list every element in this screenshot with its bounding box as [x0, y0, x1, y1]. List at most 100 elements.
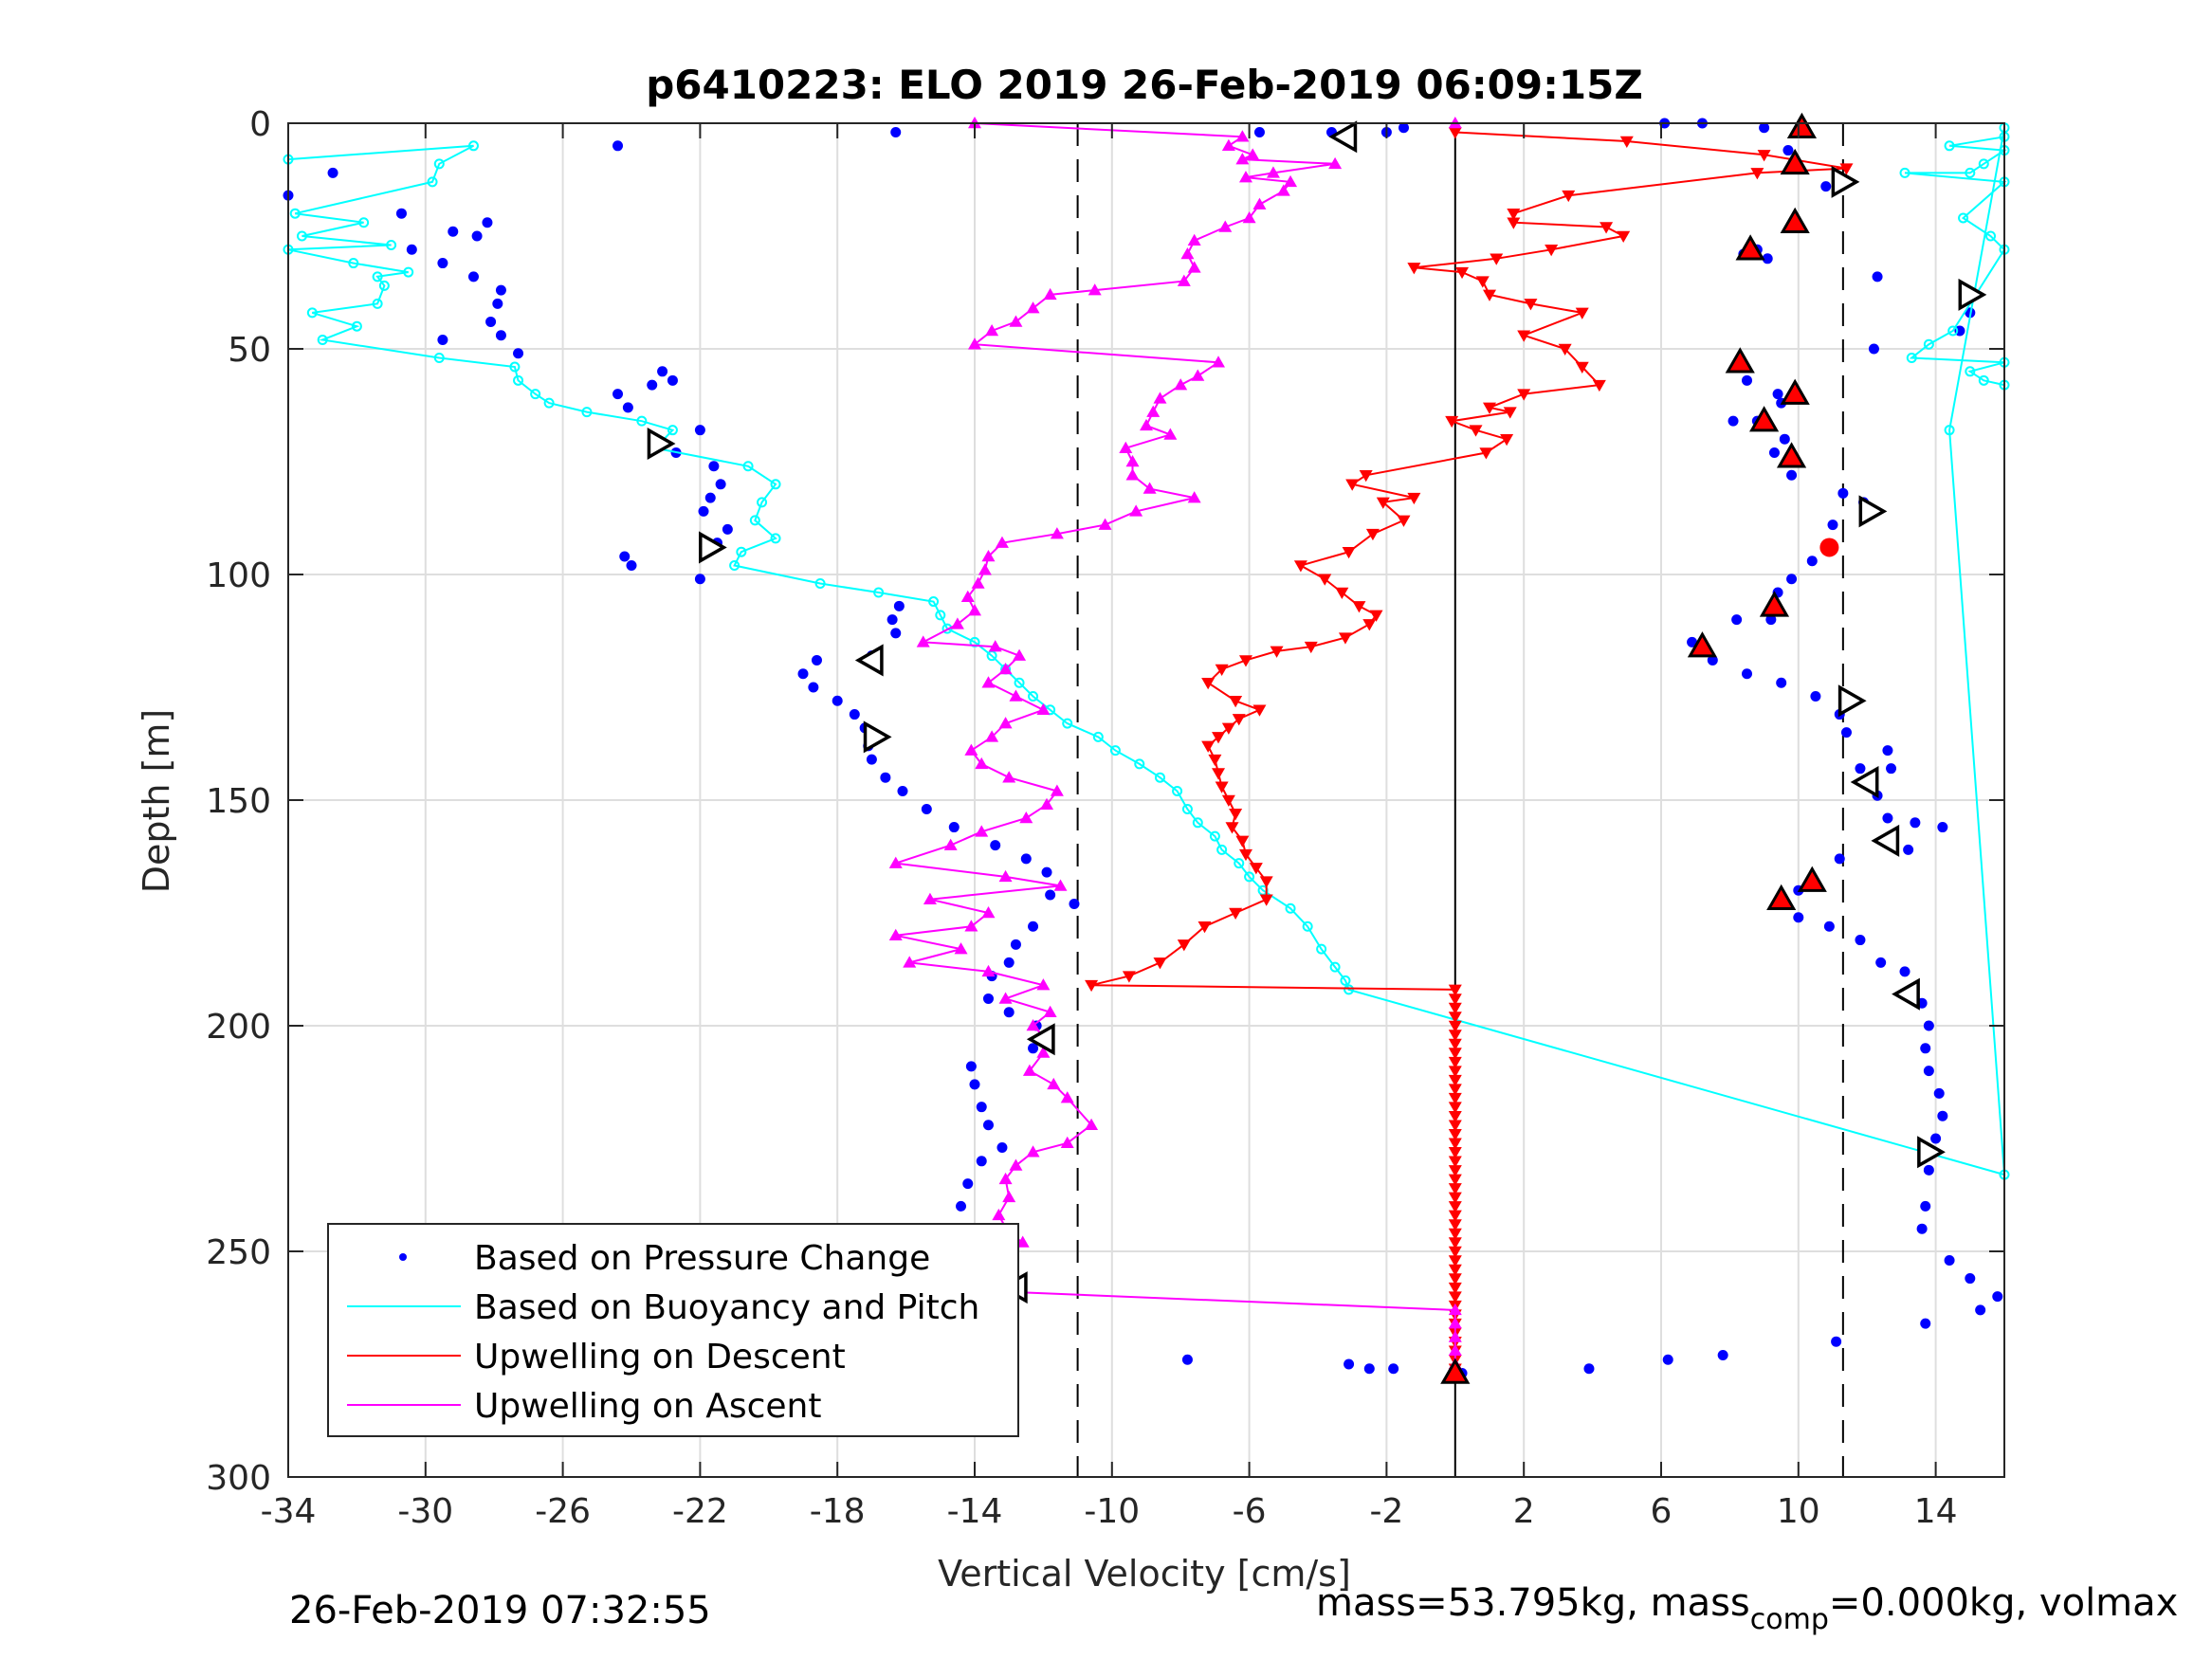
y-tick-label: 50 [228, 331, 271, 370]
data-point [1352, 601, 1366, 613]
data-point [1192, 817, 1203, 829]
data-point [1191, 369, 1205, 381]
y-tick-label: 200 [206, 1008, 271, 1047]
filled-triangle-marker [1780, 378, 1810, 405]
data-point [1448, 1156, 1462, 1168]
data-point [448, 226, 459, 237]
data-point [1119, 441, 1133, 453]
data-point [1172, 785, 1183, 796]
open-triangle-marker [1850, 765, 1879, 798]
data-point [1218, 220, 1233, 232]
data-point [467, 140, 479, 152]
data-point [395, 208, 407, 219]
legend-label: Based on Buoyancy and Pitch [474, 1288, 979, 1327]
data-point [1002, 771, 1016, 783]
data-point [694, 574, 705, 585]
data-point [1448, 1228, 1462, 1240]
data-point [1088, 283, 1102, 296]
data-point [1181, 804, 1193, 815]
data-point [1448, 1038, 1462, 1051]
legend-label: Based on Pressure Change [474, 1239, 930, 1278]
data-point [1129, 504, 1143, 517]
data-point [1014, 677, 1025, 688]
data-point [1232, 714, 1246, 726]
filled-triangle-marker [1780, 148, 1810, 175]
data-point [935, 610, 946, 621]
data-point [1978, 374, 1989, 386]
data-point [866, 754, 877, 765]
data-point [797, 668, 809, 680]
data-point [948, 822, 960, 833]
data-point [1524, 299, 1538, 311]
data-point [1266, 166, 1280, 178]
data-point [513, 348, 524, 359]
data-point [647, 379, 658, 391]
y-axis-label: Depth [m] [136, 709, 177, 894]
y-tick-label: 150 [206, 782, 271, 821]
data-point [636, 415, 648, 427]
data-point [985, 323, 999, 337]
data-point [1028, 921, 1039, 932]
data-point [622, 402, 633, 413]
data-point [981, 964, 996, 977]
data-point [1978, 158, 1989, 170]
data-point [509, 361, 521, 373]
data-point [1092, 731, 1104, 742]
data-point [1448, 1002, 1462, 1014]
data-point [1180, 247, 1195, 260]
data-point [1920, 1318, 1931, 1329]
data-point [873, 587, 885, 598]
open-triangle-marker [1831, 165, 1860, 198]
data-point [704, 492, 716, 503]
data-point [1786, 469, 1798, 481]
data-point [1302, 921, 1313, 932]
open-triangle-marker [863, 720, 892, 754]
open-triangle-marker [1026, 1023, 1055, 1056]
data-point [1923, 1020, 1934, 1031]
open-triangle-marker [1917, 1136, 1946, 1169]
data-point [306, 307, 318, 319]
data-point [1047, 1077, 1061, 1090]
data-point [1759, 122, 1770, 134]
data-point [1806, 556, 1818, 567]
data-point [1517, 330, 1531, 342]
data-point [1009, 1158, 1023, 1171]
filled-triangle-marker [1749, 406, 1780, 432]
data-point [1855, 763, 1866, 775]
data-point [950, 617, 964, 629]
data-point [403, 266, 414, 278]
open-triangle-marker [1958, 278, 1987, 311]
data-point [1187, 233, 1201, 246]
data-point [1448, 1201, 1462, 1213]
data-point [1249, 863, 1263, 875]
data-point [998, 717, 1013, 729]
data-point [749, 515, 760, 526]
data-point [998, 1172, 1013, 1185]
data-point [887, 614, 898, 626]
data-point [1242, 210, 1256, 224]
open-triangle-marker [854, 644, 884, 677]
data-point [694, 425, 705, 436]
legend-label: Upwelling on Ascent [474, 1387, 821, 1426]
data-point [893, 600, 905, 611]
data-point [1469, 425, 1483, 437]
data-point [1221, 138, 1235, 152]
data-point [1742, 668, 1752, 680]
y-tick-label: 100 [206, 556, 271, 595]
data-point [814, 578, 826, 590]
data-point [736, 546, 747, 557]
data-point [1882, 745, 1893, 757]
data-point [485, 316, 497, 327]
data-point [437, 258, 448, 269]
data-point [1340, 975, 1351, 986]
data-point [1363, 1363, 1375, 1375]
filled-triangle-marker [1776, 442, 1807, 468]
data-point [975, 757, 989, 770]
data-point [808, 682, 819, 693]
data-point [995, 536, 1009, 548]
data-point [612, 389, 624, 400]
data-point [1344, 984, 1355, 995]
data-point [1490, 253, 1504, 265]
data-point [1285, 902, 1296, 914]
data-point [1448, 1120, 1462, 1132]
